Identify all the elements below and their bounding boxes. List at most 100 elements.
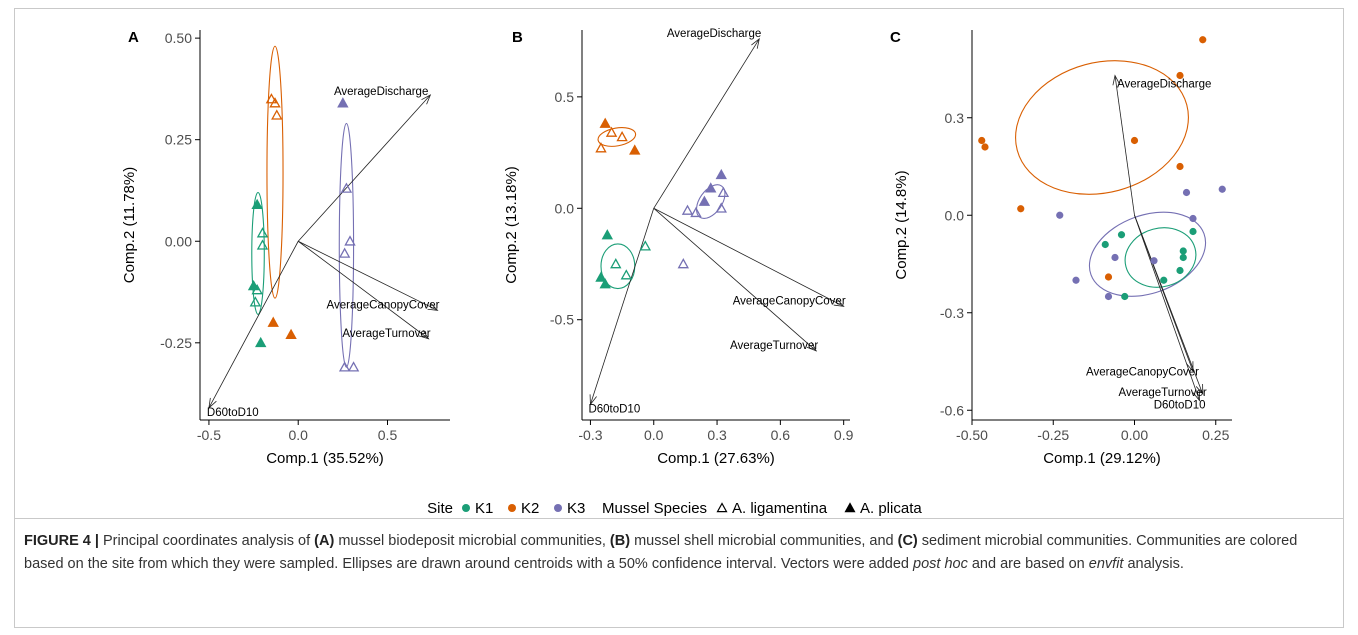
vector-label: AverageDischarge (667, 28, 761, 40)
data-point (981, 143, 989, 151)
data-point (267, 316, 279, 327)
caption-italic-post-hoc: post hoc (913, 556, 968, 572)
data-point (1189, 214, 1197, 223)
caption-ref-c: (C) (897, 533, 918, 549)
caption-divider (14, 518, 1344, 519)
panel-a: A AverageDischarge AverageCanopyCover Avera… (121, 29, 450, 467)
legend-title-species: Mussel Species (602, 500, 707, 517)
vector-arrowhead (1112, 74, 1121, 86)
data-point (599, 117, 611, 128)
x-tick-label: 0.0 (644, 427, 664, 443)
vector-arrowhead (421, 94, 432, 105)
y-tick-label: 0.3 (945, 110, 965, 126)
ellipse-k2 (1015, 60, 1189, 195)
y-axis-label: Comp.2 (14.8%) (893, 170, 910, 279)
data-point (1104, 292, 1113, 301)
data-point (601, 229, 614, 240)
vector-label: D60toD10 (207, 407, 259, 419)
x-tick-label: 0.0 (288, 427, 308, 443)
x-tick-label: 0.5 (378, 427, 398, 443)
vector-label: AverageTurnover (1119, 387, 1207, 399)
data-point (1160, 276, 1168, 284)
figure-plots: A AverageDischarge AverageCanopyCover Avera… (121, 28, 1232, 517)
vector-arrow (590, 208, 655, 405)
data-point (1117, 231, 1126, 239)
vector-arrow (297, 94, 431, 242)
data-point (717, 186, 730, 198)
vector-arrow (297, 240, 429, 340)
vector-arrow (653, 207, 817, 352)
vector-label: AverageTurnover (342, 328, 430, 340)
panel-letter: A (128, 29, 139, 46)
legend-key-species (844, 502, 856, 513)
legend-title-site: Site (427, 500, 453, 517)
data-point (256, 227, 269, 238)
data-point (1150, 257, 1158, 265)
caption-italic-envfit: envfit (1088, 556, 1124, 572)
y-axis-label: Comp.2 (11.78%) (121, 167, 138, 283)
x-tick-label: -0.3 (578, 427, 602, 443)
vector-label: AverageCanopyCover (733, 295, 846, 307)
legend-label-species: A. ligamentina (732, 500, 828, 517)
data-point (681, 204, 694, 215)
vector-label: D60toD10 (588, 403, 640, 415)
data-point (639, 240, 652, 251)
vector-label: AverageDischarge (1117, 79, 1211, 91)
legend-label-k3: K3 (567, 500, 585, 517)
figure-caption: FIGURE 4 | Principal coordinates analysi… (24, 530, 1324, 576)
data-point (337, 97, 349, 108)
x-tick-label: 0.3 (707, 427, 727, 443)
vector-arrowhead (427, 302, 439, 311)
data-point (271, 109, 283, 120)
ellipse-k2 (266, 45, 284, 299)
data-point (1179, 247, 1187, 255)
caption-text: mussel shell microbial communities, and (630, 533, 898, 549)
data-point (595, 271, 607, 282)
x-axis-label: Comp.1 (29.12%) (1043, 450, 1161, 467)
data-point (255, 336, 267, 348)
data-point (620, 269, 633, 280)
data-point (610, 258, 622, 269)
data-point (1121, 292, 1129, 301)
legend: Site K1 K2 K3 Mussel Species A. ligamentina A.… (427, 500, 922, 517)
vector-arrowhead (833, 298, 845, 307)
x-axis-label: Comp.1 (27.63%) (657, 450, 775, 467)
y-tick-label: -0.5 (550, 312, 574, 328)
vector-arrow (1114, 75, 1135, 216)
vector-arrowhead (208, 397, 217, 409)
caption-text: mussel biodeposit microbial communities, (334, 533, 610, 549)
panel-letter: B (512, 29, 523, 46)
vector-label: D60toD10 (1154, 400, 1206, 412)
data-point (285, 328, 297, 340)
data-point (595, 142, 607, 153)
y-axis-label: Comp.2 (13.18%) (503, 166, 520, 284)
y-tick-label: 0.00 (165, 233, 192, 249)
data-point (677, 258, 689, 269)
data-point (265, 93, 278, 104)
data-point (1017, 205, 1025, 213)
ellipse-k1 (251, 191, 265, 315)
y-tick-label: -0.25 (160, 335, 192, 351)
data-point (715, 168, 727, 180)
data-point (616, 131, 628, 142)
data-point (1130, 136, 1139, 145)
data-point (1179, 253, 1187, 262)
legend-key-k1 (462, 504, 470, 512)
y-tick-label: -0.3 (940, 305, 964, 321)
data-point (1111, 253, 1119, 262)
legend-label-species: A. plicata (860, 500, 922, 517)
data-point (256, 239, 269, 250)
caption-text: Principal coordinates analysis of (98, 533, 315, 549)
data-point (269, 97, 281, 108)
caption-text: and are based on (967, 556, 1089, 572)
data-point (251, 284, 263, 295)
data-point (338, 361, 351, 372)
panel-b: B AverageDischarge AverageCanopyCover Avera… (503, 28, 854, 467)
data-point (340, 182, 353, 193)
y-tick-label: 0.0 (555, 200, 575, 216)
y-tick-label: 0.0 (945, 207, 965, 223)
data-point (1218, 185, 1226, 193)
x-tick-label: -0.5 (197, 427, 221, 443)
vector-arrow (298, 240, 438, 311)
y-tick-label: 0.5 (555, 89, 575, 105)
